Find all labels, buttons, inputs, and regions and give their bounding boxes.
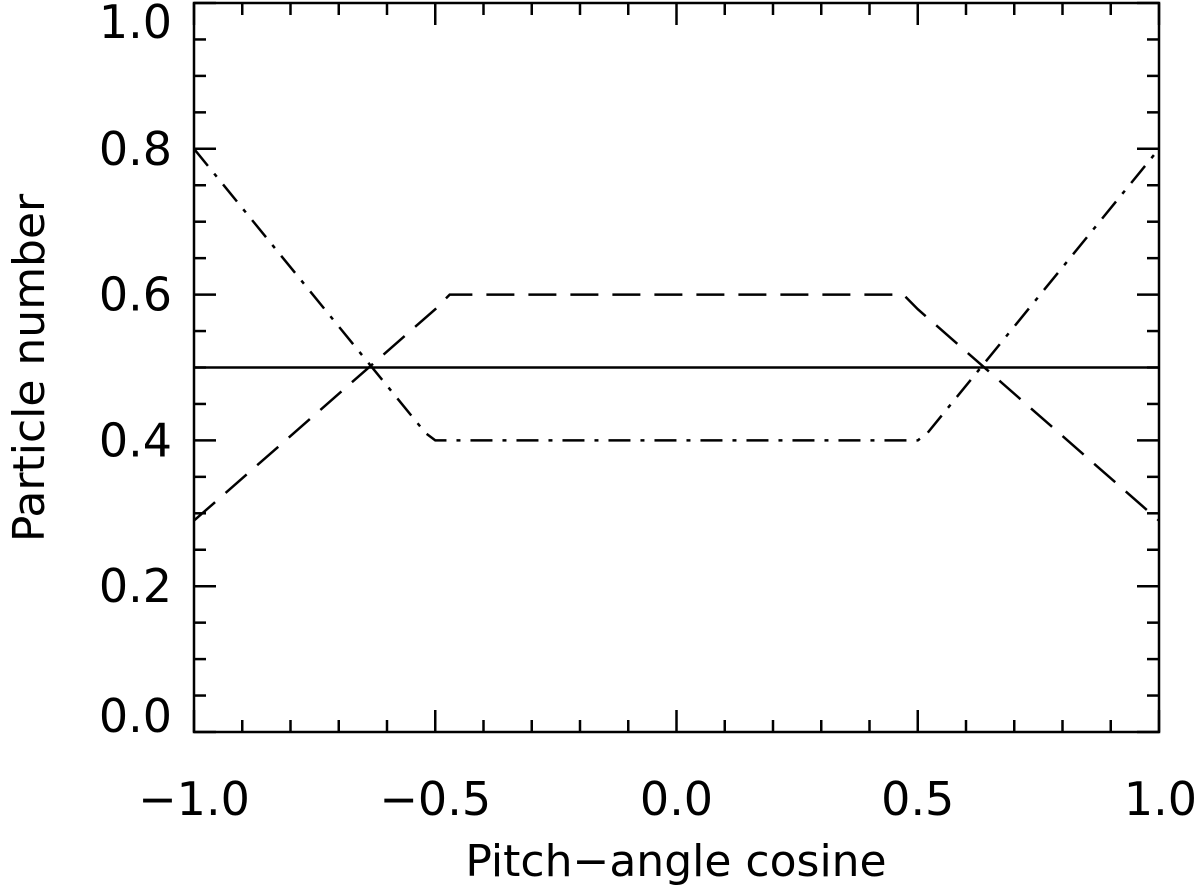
x-tick-label: 1.0 [1124, 772, 1197, 826]
y-axis-title: Particle number [4, 193, 55, 542]
labels-layer: −1.0 −0.5 0.0 0.5 1.0 0.0 0.2 0.4 0.6 0.8 1.0 [99, 0, 1197, 826]
y-tick-label: 0.4 [99, 413, 172, 467]
series-layer [193, 148, 1160, 522]
y-tick-label: 0.8 [99, 122, 172, 176]
y-tick-label: 0.6 [99, 268, 172, 322]
x-tick-label: −1.0 [138, 772, 250, 826]
y-tick-label: 0.0 [99, 689, 172, 743]
x-tick-label: 0.5 [881, 772, 954, 826]
plot-frame [192, 1, 1161, 734]
x-tick-label: 0.0 [640, 772, 713, 826]
x-tick-label: −0.5 [379, 772, 491, 826]
series-line-dash-dot [193, 148, 1160, 442]
x-axis-title: Pitch−angle cosine [465, 836, 886, 887]
series-line-dashed [193, 293, 1160, 522]
y-tick-label: 1.0 [99, 0, 172, 49]
y-tick-label: 0.2 [99, 559, 172, 613]
